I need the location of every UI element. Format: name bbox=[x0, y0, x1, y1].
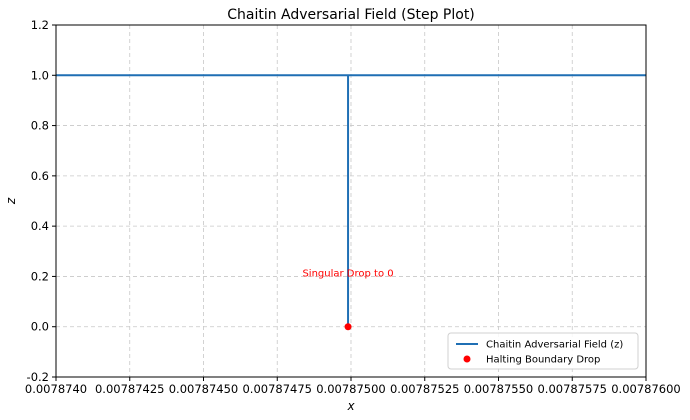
y-tick-label: 0.4 bbox=[31, 219, 49, 233]
y-tick-label: 0.0 bbox=[31, 320, 49, 334]
legend-entry-label: Chaitin Adversarial Field (z) bbox=[486, 340, 623, 351]
x-tick-label: 0.00787500 bbox=[316, 382, 386, 396]
x-tick-label: 0.00787475 bbox=[242, 382, 312, 396]
x-tick-label: 0.00787525 bbox=[390, 382, 460, 396]
annotation-label: Singular Drop to 0 bbox=[302, 268, 393, 279]
annotations-layer: Singular Drop to 0 bbox=[302, 268, 393, 279]
legend-marker-swatch bbox=[463, 355, 471, 363]
y-axis: -0.2 0.0 0.2 0.4 0.6 0.8 1.0 1.2 bbox=[27, 18, 56, 384]
legend-entry-label: Halting Boundary Drop bbox=[486, 355, 600, 366]
y-axis-label: z bbox=[4, 197, 18, 205]
x-tick-label: 0.00787425 bbox=[95, 382, 165, 396]
legend-box bbox=[447, 332, 639, 370]
x-tick-label: 0.00787575 bbox=[537, 382, 607, 396]
series-line bbox=[56, 74, 646, 327]
legend: Chaitin Adversarial Field (z) Halting Bou… bbox=[447, 332, 639, 370]
x-axis-label: x bbox=[346, 399, 355, 413]
y-tick-label: 1.2 bbox=[31, 18, 49, 32]
grid bbox=[55, 24, 647, 378]
y-tick-label: 0.2 bbox=[31, 269, 49, 283]
y-tick-label: 1.0 bbox=[31, 68, 49, 82]
y-tick-label: 0.8 bbox=[31, 119, 49, 133]
x-tick-label: 0.0078740 bbox=[25, 382, 87, 396]
series-layer bbox=[56, 74, 646, 331]
x-axis: 0.0078740 0.00787425 0.00787450 0.00787475 0… bbox=[25, 377, 681, 396]
x-tick-label: 0.00787450 bbox=[169, 382, 239, 396]
halting-drop-point bbox=[344, 323, 352, 331]
y-tick-label: -0.2 bbox=[27, 370, 49, 384]
chart-title: Chaitin Adversarial Field (Step Plot) bbox=[227, 7, 475, 23]
x-tick-label: 0.00787550 bbox=[464, 382, 534, 396]
y-tick-label: 0.6 bbox=[31, 169, 49, 183]
x-tick-label: 0.00787600 bbox=[611, 382, 681, 396]
